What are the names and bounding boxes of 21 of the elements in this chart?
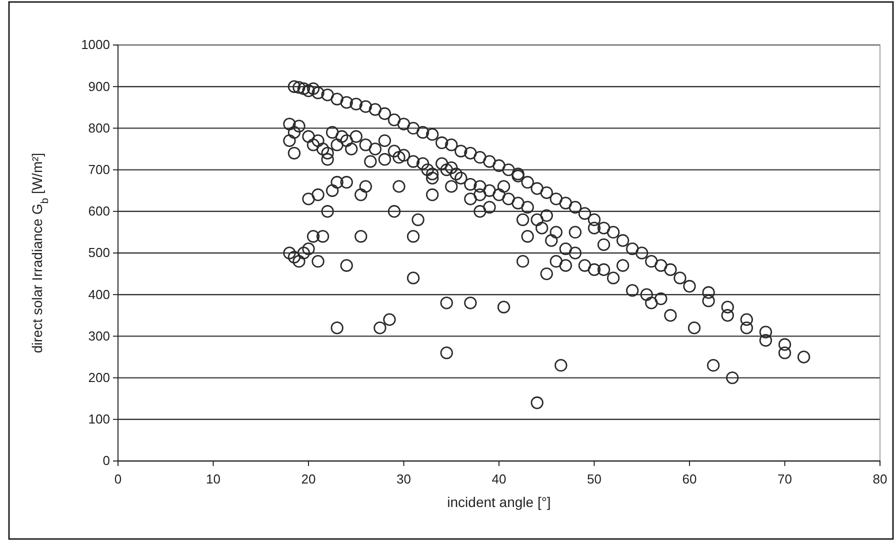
x-tick-label: 80 xyxy=(872,471,888,486)
x-tick-label: 20 xyxy=(301,471,316,486)
y-tick-label: 300 xyxy=(88,328,110,344)
y-tick-label: 1000 xyxy=(81,37,110,52)
y-tick-label: 500 xyxy=(88,245,110,260)
y-tick-label: 600 xyxy=(88,204,110,219)
y-tick-label: 200 xyxy=(88,370,110,385)
x-tick-label: 0 xyxy=(114,471,122,486)
y-tick-label: 800 xyxy=(88,120,110,136)
y-tick-label: 100 xyxy=(88,412,110,427)
x-tick-label: 10 xyxy=(206,471,220,486)
y-tick-label: 400 xyxy=(88,286,110,302)
x-axis-title: incident angle [°] xyxy=(447,494,551,510)
x-tick-label: 70 xyxy=(778,471,792,486)
y-tick-label: 700 xyxy=(88,162,110,177)
y-tick-label: 900 xyxy=(88,78,110,94)
x-tick-label: 50 xyxy=(587,471,602,486)
y-tick-label: 0 xyxy=(102,453,110,468)
x-tick-label: 60 xyxy=(682,471,697,486)
x-tick-label: 30 xyxy=(396,471,411,486)
x-tick-label: 40 xyxy=(492,471,506,486)
